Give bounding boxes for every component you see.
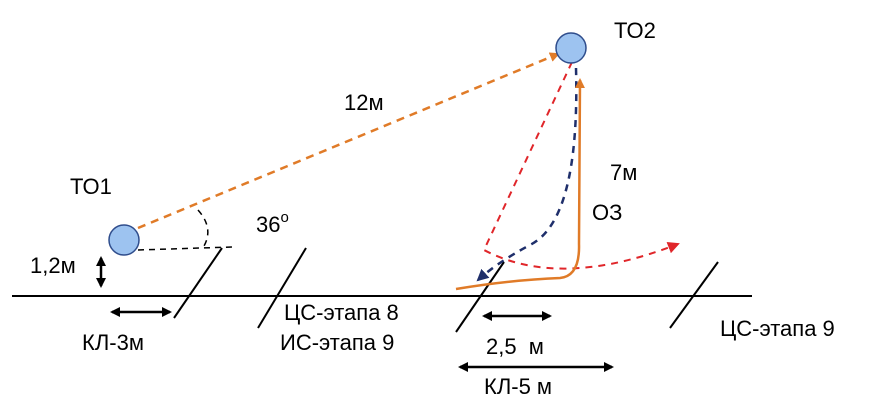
angle-arc (197, 209, 209, 247)
to1-node (108, 224, 140, 256)
stage-boundary-2 (257, 247, 307, 329)
stage-boundary-3 (455, 261, 505, 333)
navy-route-path (476, 67, 578, 282)
dist-2-5m-label: 2,5 м (486, 334, 544, 359)
angle-value: 36 (256, 212, 280, 237)
orange-route-path (455, 78, 585, 291)
to2-node (555, 32, 587, 64)
oz-label: ОЗ (592, 200, 622, 225)
kl-5m-label: КЛ-5 м (484, 374, 552, 398)
distance-12m-line (137, 52, 560, 230)
cs-stage-8-label: ЦС-этапа 8 (284, 300, 399, 325)
angle-36-label: 36o (256, 209, 289, 237)
height-1-2m-label: 1,2м (30, 253, 76, 278)
horizontal-reference-line (137, 246, 233, 251)
is-stage-9-label: ИС-этапа 9 (280, 330, 394, 355)
to1-label: ТО1 (70, 174, 112, 199)
to2-label: ТО2 (614, 18, 656, 43)
stage-boundary-4 (669, 261, 719, 329)
cs-stage-9-label: ЦС-этапа 9 (720, 316, 835, 341)
kl-3m-label: КЛ-3м (82, 330, 144, 355)
distance-7m-label: 7м (610, 160, 637, 185)
red-route-path (482, 61, 680, 270)
stage-boundary-1 (173, 247, 223, 319)
distance-12m-label: 12м (344, 90, 384, 115)
degree-symbol: o (280, 209, 288, 226)
